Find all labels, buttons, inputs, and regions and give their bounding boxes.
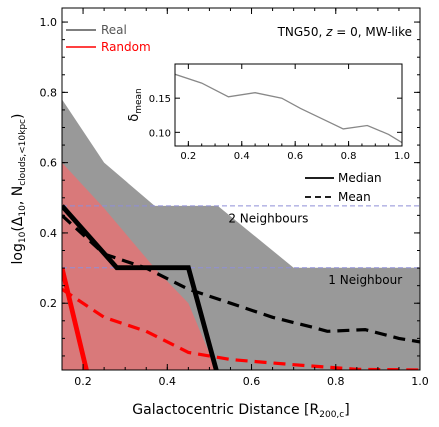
inset-y-label-delta: δ	[127, 114, 142, 122]
legend-median-label: Median	[338, 171, 382, 185]
x-tick-label: 0.6	[243, 375, 261, 388]
neighbour-label-1: 2 Neighbours	[228, 211, 308, 225]
inset-frame	[174, 63, 403, 147]
y-axis-label-delta: (Δ	[10, 216, 26, 231]
y-axis-label-end: )	[10, 114, 26, 119]
x-axis-label: Galactocentric Distance [R200,c]	[132, 402, 349, 420]
x-tick-label: 0.8	[327, 375, 345, 388]
inset-x-tick-label: 0.6	[287, 151, 303, 162]
inset-y-tick-label: 0.10	[149, 128, 171, 139]
neighbour-label-2: 1 Neighbour	[328, 273, 402, 287]
y-axis-label-log: log	[10, 243, 26, 264]
random-median-line	[62, 267, 89, 370]
inset-background	[175, 64, 402, 146]
y-tick-label: 0.6	[40, 157, 58, 170]
annotation-part-1: TNG50,	[277, 25, 327, 39]
inset-y-tick-label: 0.15	[149, 94, 171, 105]
x-axis-label-text: Galactocentric Distance [R	[132, 402, 319, 418]
x-axis-label-subscript: 200,c	[319, 410, 344, 420]
y-axis-label-sub1: 10	[18, 231, 28, 243]
annotation-part-3: = 0, MW-like	[332, 25, 412, 39]
y-tick-label: 0.8	[40, 86, 58, 99]
style-legend: Median Mean	[305, 171, 382, 204]
legend-mean-label: Mean	[338, 190, 371, 204]
inset-x-tick-label: 0.4	[234, 151, 250, 162]
color-legend: Real Random	[66, 23, 151, 54]
inset-x-tick-label: 1.0	[394, 151, 410, 162]
inset-x-tick-label: 0.2	[180, 151, 196, 162]
y-axis-label-sub2: 10	[18, 205, 28, 217]
inset-series-line	[175, 73, 402, 144]
y-tick-label: 1.0	[40, 16, 58, 29]
figure-annotation: TNG50, z = 0, MW-like	[277, 25, 412, 39]
y-axis-label-sub3: clouds,<10kpc	[18, 119, 28, 186]
real-mean-line	[62, 214, 420, 344]
random-mean-line	[62, 287, 420, 370]
y-tick-label: 0.4	[40, 227, 58, 240]
y-axis-label-n: , N	[10, 186, 26, 205]
y-tick-label: 0.2	[40, 297, 58, 310]
legend-random-label: Random	[101, 40, 151, 54]
legend-real-label: Real	[101, 23, 127, 37]
x-tick-label: 1.0	[411, 375, 429, 388]
main-plot-frame	[61, 7, 421, 371]
x-axis-label-end: ]	[344, 402, 349, 418]
x-tick-label: 0.2	[74, 375, 92, 388]
inset-y-label-sub: mean	[134, 88, 144, 114]
annotation-part-2: z	[325, 25, 333, 39]
real-median-line	[62, 204, 219, 370]
x-tick-label: 0.4	[159, 375, 177, 388]
y-axis-label: log10(Δ10, Nclouds,<10kpc)	[10, 114, 28, 265]
inset-x-tick-label: 0.8	[341, 151, 357, 162]
inset-y-axis-label: δmean	[127, 88, 144, 122]
inset-plot: 0.2 0.4 0.6 0.8 1.0 0.10 0.15 δmean	[127, 63, 410, 162]
